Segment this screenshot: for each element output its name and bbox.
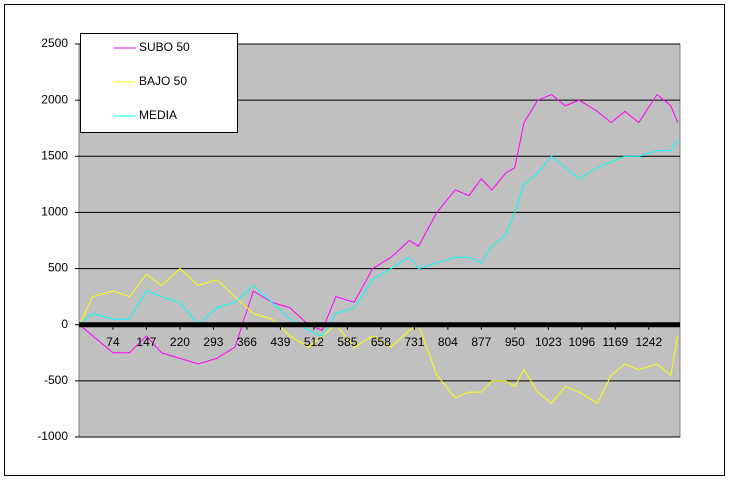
series-line xyxy=(79,93,679,365)
x-tick-label: 877 xyxy=(471,335,491,349)
x-tick-label: 439 xyxy=(270,335,290,349)
y-tick-label: 1000 xyxy=(41,205,68,219)
x-tick-label: 950 xyxy=(505,335,525,349)
legend-label: SUBO 50 xyxy=(139,40,190,54)
x-tick-label: 804 xyxy=(438,335,458,349)
y-tick-label: -1000 xyxy=(37,429,68,443)
x-tick-label: 1096 xyxy=(568,335,595,349)
x-tick-label: 731 xyxy=(404,335,424,349)
x-tick-label: 293 xyxy=(203,335,223,349)
x-tick-label: 585 xyxy=(337,335,357,349)
series-line xyxy=(79,139,679,337)
y-tick-label: 2000 xyxy=(41,92,68,106)
y-tick-label: -500 xyxy=(44,373,68,387)
y-tick-label: 0 xyxy=(61,317,68,331)
x-tick-label: 512 xyxy=(304,335,324,349)
y-tick-label: 2500 xyxy=(41,36,68,50)
x-tick-label: 1242 xyxy=(635,335,662,349)
legend-label: BAJO 50 xyxy=(139,74,187,88)
x-tick-label: 1169 xyxy=(602,335,628,349)
x-tick-label: 658 xyxy=(371,335,391,349)
x-tick-label: 1023 xyxy=(535,335,562,349)
legend-label: MEDIA xyxy=(139,108,177,122)
y-tick-label: 1500 xyxy=(41,148,68,162)
x-tick-label: 366 xyxy=(237,335,257,349)
legend-box xyxy=(80,33,238,133)
x-tick-label: 74 xyxy=(106,335,120,349)
x-tick-label: 220 xyxy=(170,335,190,349)
x-tick-label: 147 xyxy=(136,335,156,349)
y-tick-label: 500 xyxy=(48,261,68,275)
